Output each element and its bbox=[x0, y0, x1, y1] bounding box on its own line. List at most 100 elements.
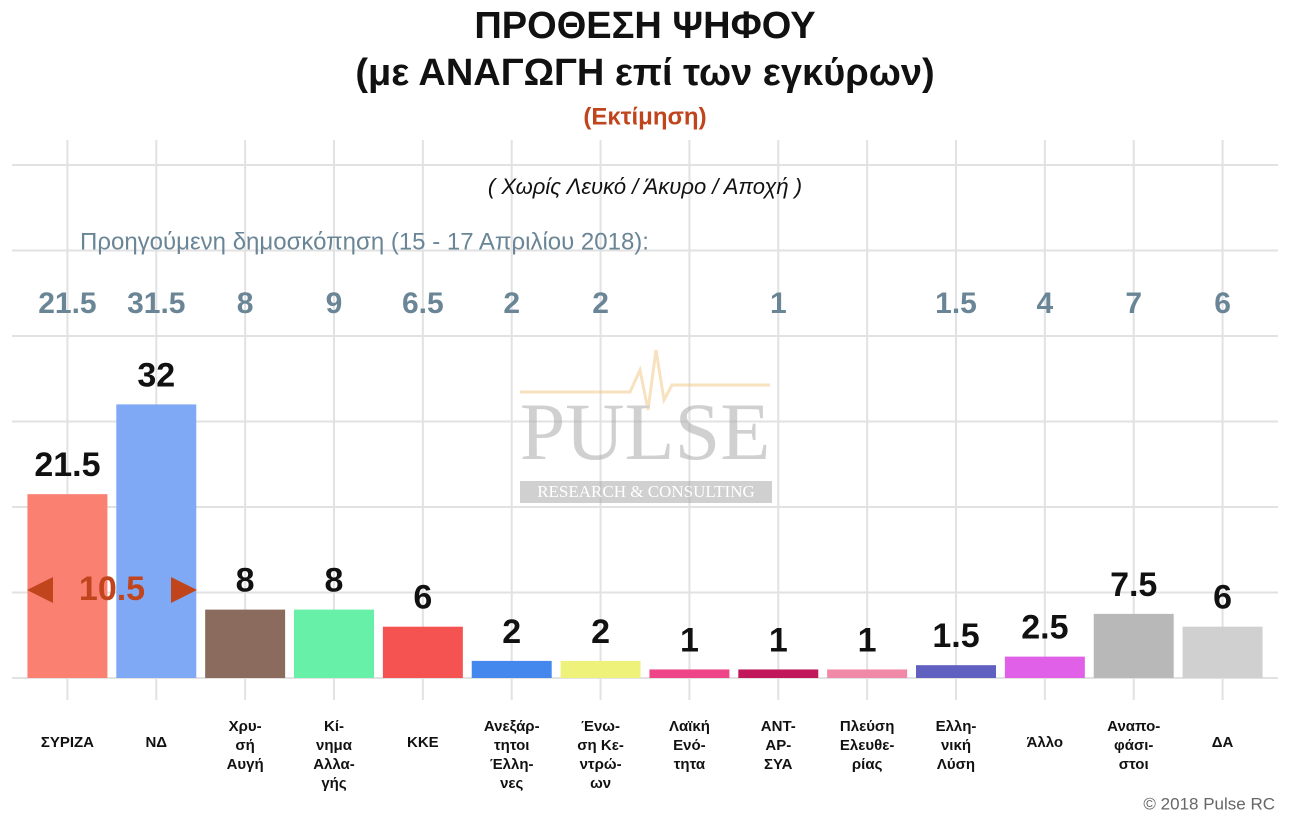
note: ( Χωρίς Λευκό / Άκυρο / Αποχή ) bbox=[488, 174, 802, 199]
bar bbox=[205, 609, 286, 678]
previous-value: 8 bbox=[237, 287, 254, 320]
bar bbox=[1182, 626, 1263, 678]
x-tick-label-line: Ελευθε- bbox=[840, 737, 894, 754]
value-label: 7.5 bbox=[1110, 566, 1157, 604]
bar bbox=[1093, 613, 1174, 678]
value-label: 2 bbox=[591, 613, 610, 651]
x-tick-label-line: Αυγή bbox=[227, 756, 264, 773]
previous-value: 1 bbox=[770, 287, 787, 320]
value-label: 1 bbox=[769, 621, 788, 659]
x-tick-label-line: Λύση bbox=[937, 756, 975, 773]
estimate-label: (Εκτίμηση) bbox=[583, 103, 706, 130]
chart-subtitle: (με ΑΝΑΓΩΓΗ επί των εγκύρων) bbox=[355, 52, 934, 94]
watermark-tagline: RESEARCH & CONSULTING bbox=[537, 482, 755, 501]
x-tick-label-line: νημα bbox=[316, 737, 353, 754]
x-tick-label-line: Άλλο bbox=[1027, 734, 1064, 751]
x-tick-label: ΣΥΡΙΖΑ bbox=[41, 734, 94, 751]
x-tick-label-line: Ανεξάρ- bbox=[484, 718, 540, 735]
x-tick-label: Ένω-ση Κε-ντρώ-ων bbox=[577, 718, 624, 792]
x-tick-label: Αναπο-φάσι-στοι bbox=[1107, 718, 1160, 773]
bar bbox=[560, 660, 641, 678]
bar bbox=[294, 609, 374, 678]
x-tick-label-line: γής bbox=[321, 775, 347, 792]
lead-annotation: 10.5 bbox=[27, 570, 197, 608]
previous-value: 21.5 bbox=[38, 287, 96, 320]
bar bbox=[116, 404, 197, 678]
x-tick-label-line: Χρυ- bbox=[229, 718, 262, 735]
x-tick-label-line: Κί- bbox=[324, 718, 344, 735]
x-tick-label-line: στοι bbox=[1119, 756, 1149, 773]
x-tick-label-line: τητα bbox=[674, 756, 706, 773]
x-tick-label-line: ΔΑ bbox=[1212, 734, 1234, 751]
previous-value: 4 bbox=[1037, 287, 1054, 320]
x-tick-label: Ελλη-νική Λύση bbox=[936, 718, 977, 773]
value-label: 1.5 bbox=[932, 617, 979, 655]
copyright: © 2018 Pulse RC bbox=[1143, 794, 1275, 813]
x-tick-label: Χρυ-σή Αυγή bbox=[227, 718, 264, 773]
x-tick-label-line: Ελλη- bbox=[936, 718, 977, 735]
value-label: 32 bbox=[137, 356, 175, 394]
value-label: 8 bbox=[236, 562, 255, 600]
value-label: 1 bbox=[858, 621, 877, 659]
previous-value: 7 bbox=[1125, 287, 1142, 320]
value-label: 21.5 bbox=[34, 446, 100, 484]
previous-poll-label: Προηγούμενη δημοσκόπηση (15 - 17 Απριλίο… bbox=[80, 228, 649, 255]
bar bbox=[1004, 656, 1085, 678]
value-label: 1 bbox=[680, 621, 699, 659]
value-label: 2 bbox=[502, 613, 521, 651]
bar bbox=[827, 669, 908, 678]
bar bbox=[471, 660, 552, 678]
previous-value: 2 bbox=[503, 287, 520, 320]
bar bbox=[649, 669, 730, 678]
previous-value: 1.5 bbox=[935, 287, 977, 320]
x-tick-label: ΝΔ bbox=[145, 734, 167, 751]
x-tick-label-line: τητοι bbox=[494, 737, 529, 754]
value-label: 8 bbox=[325, 562, 344, 600]
grid bbox=[12, 140, 1278, 700]
x-tick-label-line: σή bbox=[235, 737, 254, 754]
x-tick-label-line: Ενό- bbox=[673, 737, 706, 754]
bar bbox=[738, 669, 819, 678]
x-tick-label-line: ΑΡ- bbox=[765, 737, 791, 754]
x-tick-label-line: ντρώ- bbox=[580, 756, 622, 773]
x-tick-label: ΔΑ bbox=[1212, 734, 1234, 751]
x-tick-label-line: ΣΥΡΙΖΑ bbox=[41, 734, 94, 751]
previous-value: 6.5 bbox=[402, 287, 444, 320]
x-tick-label-line: Πλεύση bbox=[840, 718, 894, 735]
value-label: 6 bbox=[1213, 579, 1232, 617]
bar bbox=[382, 626, 463, 678]
x-tick-label: Λαϊκή Ενό-τητα bbox=[669, 718, 710, 773]
x-tick-label-line: νική bbox=[941, 737, 971, 754]
chart-title: ΠΡΟΘΕΣΗ ΨΗΦΟΥ bbox=[474, 5, 815, 47]
x-tick-label-line: ΣΥΑ bbox=[764, 756, 793, 773]
previous-value: 6 bbox=[1214, 287, 1231, 320]
x-tick-label-line: ση Κε- bbox=[577, 737, 624, 754]
value-label: 2.5 bbox=[1021, 609, 1068, 647]
x-tick-label-line: ΝΔ bbox=[145, 734, 167, 751]
watermark-name: PULSE bbox=[520, 386, 771, 477]
x-tick-label-line: Αναπο- bbox=[1107, 718, 1160, 735]
value-label: 6 bbox=[413, 579, 432, 617]
x-tick-label: ΚΚΕ bbox=[407, 734, 439, 751]
x-tick-label: Κί-νημα Αλλα-γής bbox=[313, 718, 355, 792]
x-tick-label-line: Αλλα- bbox=[313, 756, 355, 773]
x-tick-label-line: Λαϊκή bbox=[669, 718, 710, 735]
watermark-pulse bbox=[520, 349, 770, 411]
x-tick-label: Ανεξάρ-τητοι Έλλη-νες bbox=[484, 718, 540, 792]
previous-value: 2 bbox=[592, 287, 609, 320]
lead-value: 10.5 bbox=[79, 570, 145, 608]
x-tick-label-line: ρίας bbox=[852, 756, 883, 773]
bar bbox=[916, 665, 996, 678]
x-tick-label-line: ων bbox=[590, 775, 611, 792]
x-tick-label-line: ΚΚΕ bbox=[407, 734, 439, 751]
x-tick-label-line: Ένω- bbox=[581, 718, 620, 735]
x-tick-label-line: φάσι- bbox=[1114, 737, 1153, 754]
arrow-right bbox=[171, 577, 197, 603]
x-tick-label-line: νες bbox=[500, 775, 523, 792]
previous-value: 9 bbox=[326, 287, 343, 320]
x-tick-label-line: Έλλη- bbox=[490, 756, 534, 773]
arrow-left bbox=[27, 577, 53, 603]
watermark-band bbox=[520, 481, 772, 503]
